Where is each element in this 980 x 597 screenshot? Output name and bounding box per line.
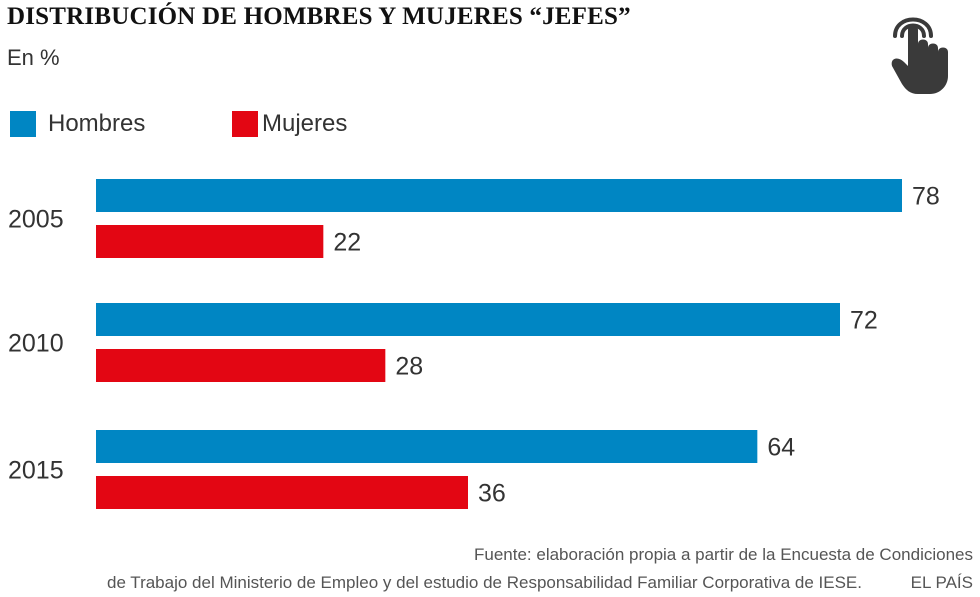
legend-label-mujeres: Mujeres (262, 110, 348, 137)
value-label-hombres-2005: 78 (912, 183, 940, 211)
bar-hombres-2005 (96, 179, 902, 212)
bar-mujeres-2005 (96, 225, 324, 258)
legend-swatch-hombres (10, 111, 36, 137)
value-label-hombres-2015: 64 (767, 434, 795, 462)
bar-mujeres-2015 (96, 476, 468, 509)
category-label-2015: 2015 (8, 457, 64, 485)
bar-hombres-2010 (96, 303, 840, 336)
chart-title: DISTRIBUCIÓN DE HOMBRES Y MUJERES “JEFES… (7, 3, 631, 30)
legend-label-hombres: Hombres (48, 110, 146, 137)
brand-label: EL PAÍS (910, 573, 973, 592)
category-label-2010: 2010 (8, 330, 64, 358)
value-label-mujeres-2005: 22 (333, 229, 361, 257)
bar-hombres-2015 (96, 430, 758, 463)
legend-item-mujeres: Mujeres (232, 110, 347, 138)
legend-item-hombres: Hombres (10, 110, 145, 138)
source-line-2: de Trabajo del Ministerio de Empleo y de… (106, 573, 862, 592)
category-label-2005: 2005 (8, 206, 64, 234)
source-line-1: Fuente: elaboración propia a partir de l… (474, 545, 973, 564)
bar-mujeres-2010 (96, 349, 386, 382)
chart-subtitle: En % (7, 45, 60, 70)
pointing-hand-icon (891, 17, 948, 94)
legend-swatch-mujeres (232, 111, 258, 137)
value-label-mujeres-2015: 36 (478, 480, 506, 508)
bar-chart: 2005 78 22 2010 72 28 2015 64 36 (8, 179, 940, 509)
value-label-mujeres-2010: 28 (395, 353, 423, 381)
value-label-hombres-2010: 72 (850, 307, 878, 335)
